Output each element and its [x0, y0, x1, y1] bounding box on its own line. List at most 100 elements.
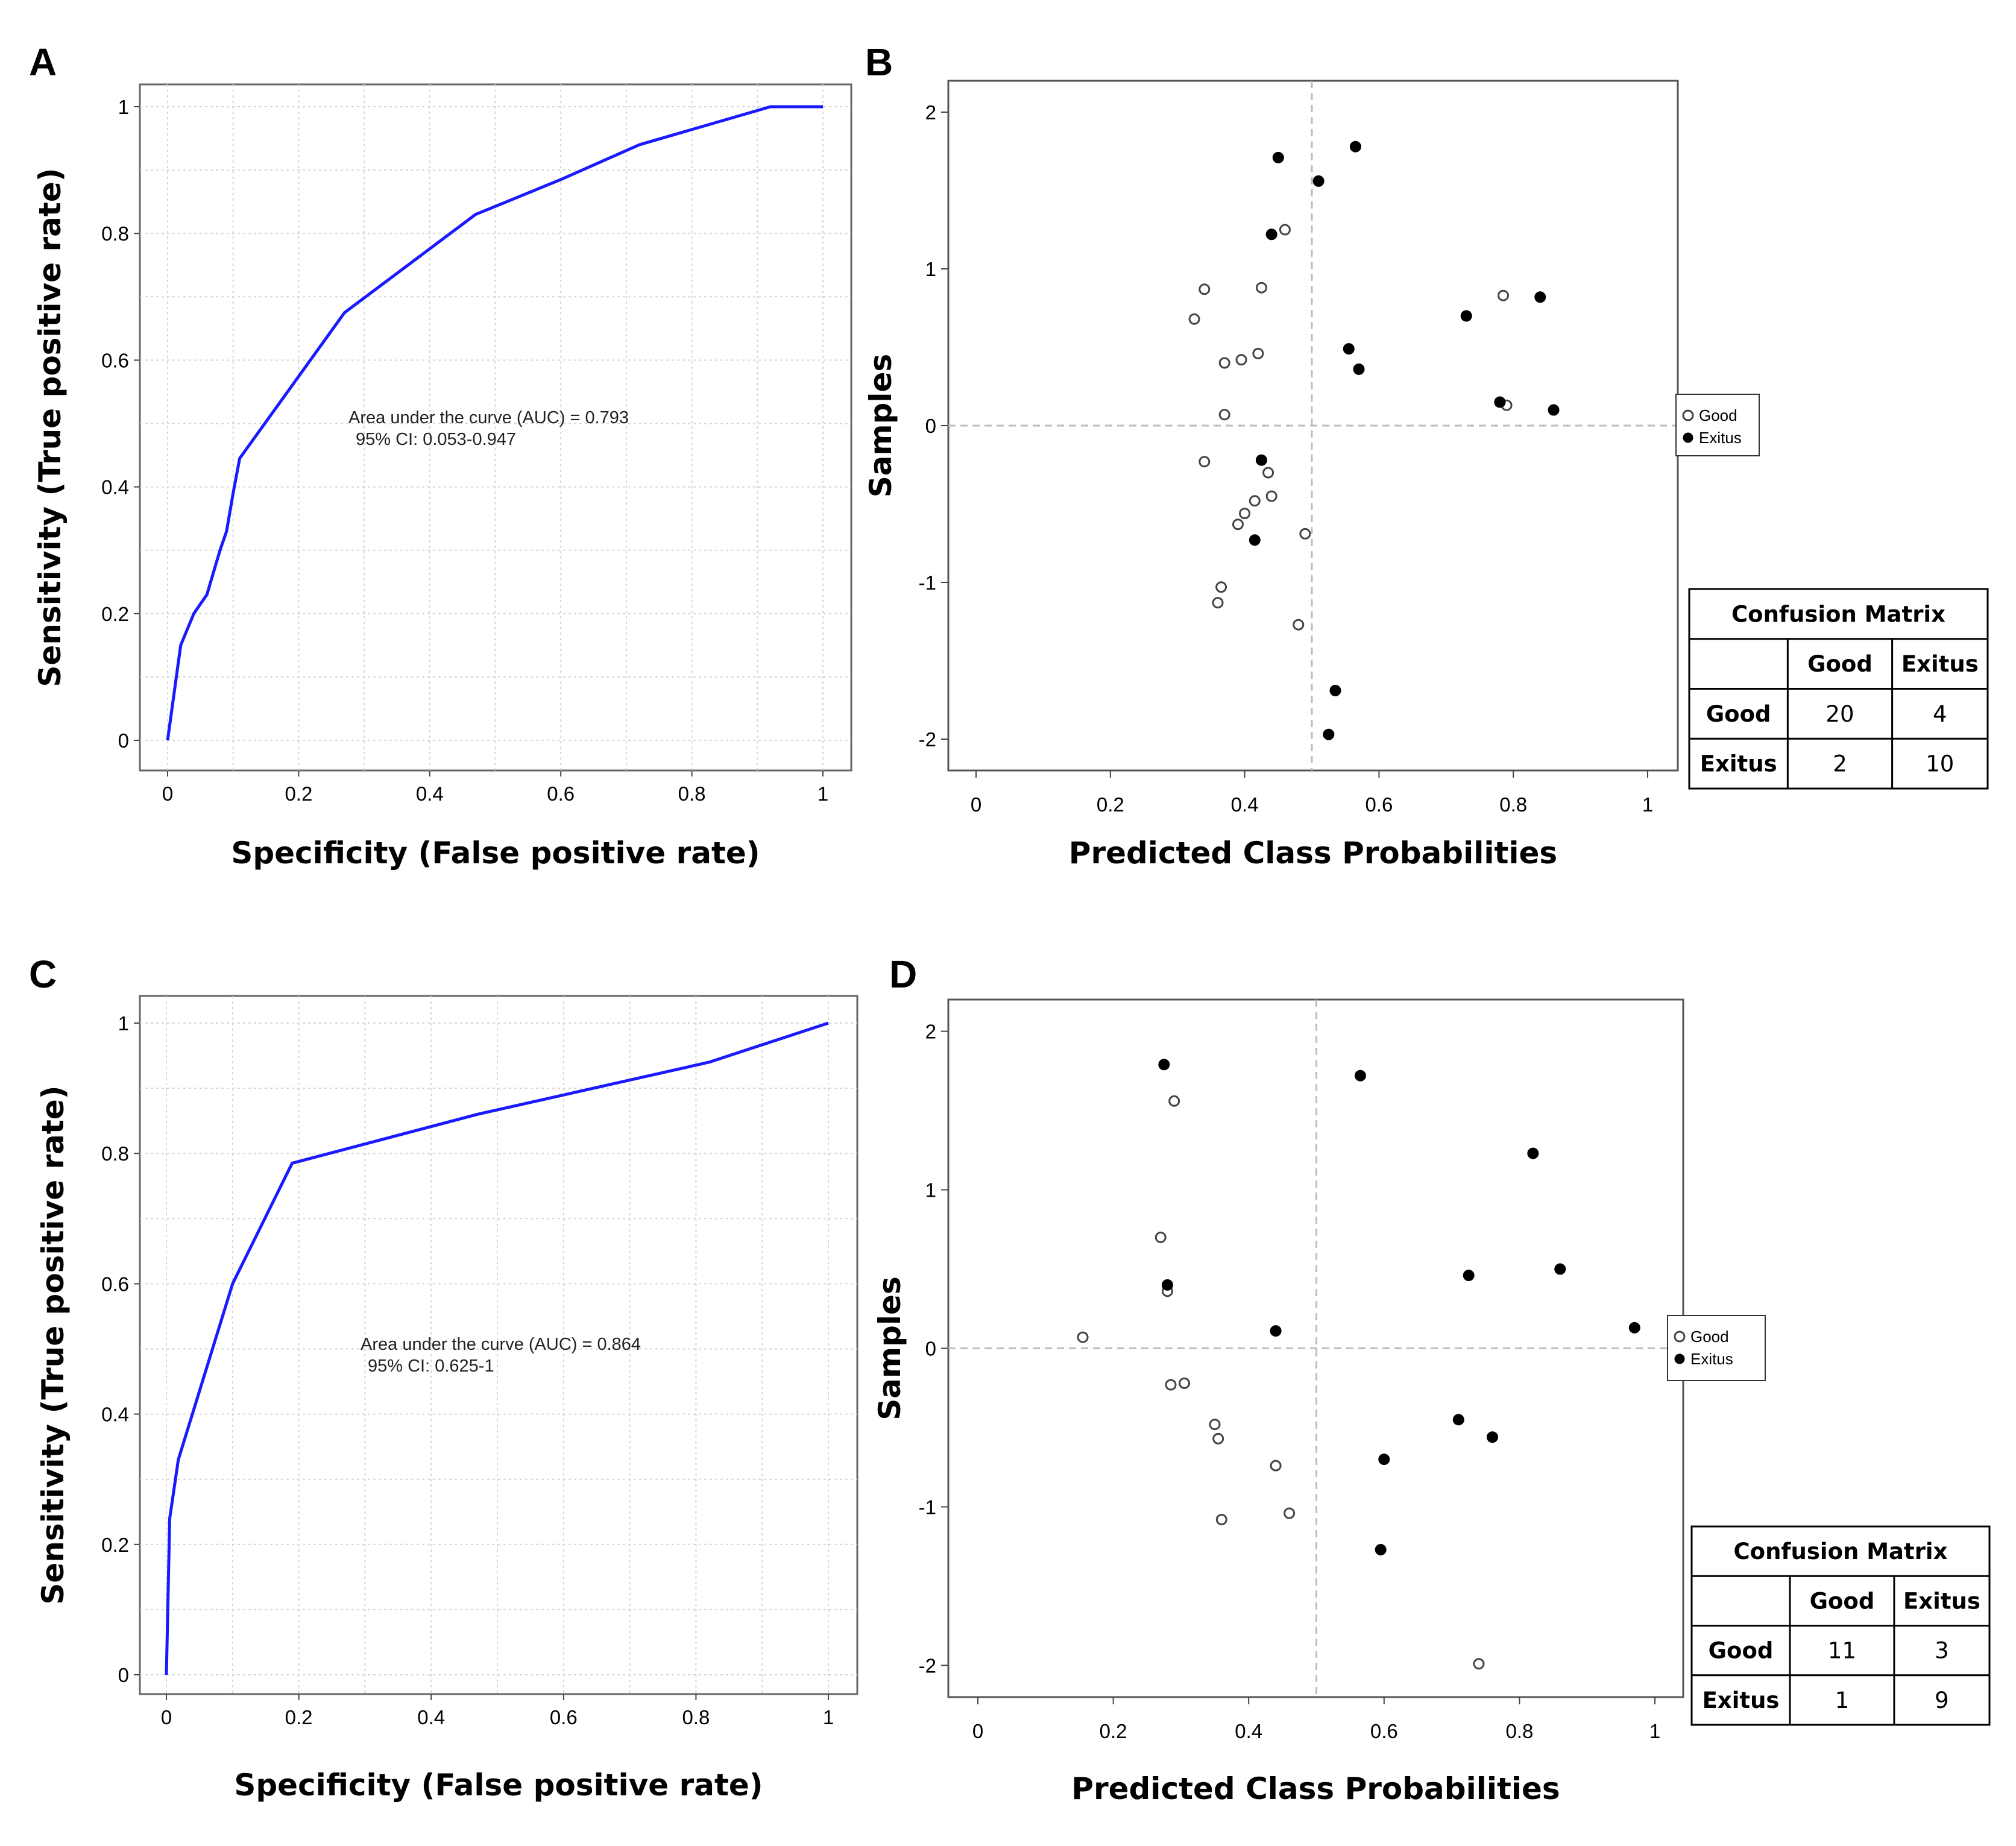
x-tick-label: 1: [1649, 1720, 1660, 1742]
y-tick-label: 1: [925, 258, 936, 280]
x-tick-label: 0.8: [678, 783, 706, 805]
x-tick-label: 0.4: [1235, 1720, 1262, 1742]
point-good: [1270, 1460, 1282, 1472]
table-row-header: Exitus: [1700, 751, 1777, 777]
table-row-header: Good: [1709, 1638, 1774, 1664]
point-exitus: [1329, 684, 1341, 696]
point-good: [1179, 1377, 1191, 1389]
x-tick-label: 0.2: [285, 1706, 313, 1728]
legend-marker-exitus: [1674, 1353, 1685, 1364]
panel-label-a: A: [29, 40, 57, 84]
point-exitus: [1249, 534, 1261, 546]
table-cell: 11: [1828, 1638, 1856, 1664]
point-exitus: [1349, 140, 1361, 153]
point-exitus: [1628, 1321, 1640, 1334]
point-good: [1168, 1095, 1180, 1107]
point-good: [1077, 1331, 1089, 1343]
table-col-header: Good: [1807, 651, 1873, 677]
legend-marker-exitus: [1683, 432, 1693, 443]
point-good: [1209, 1419, 1221, 1431]
table-title: Confusion Matrix: [1734, 1539, 1948, 1564]
auc-annotation: Area under the curve (AUC) = 0.864: [361, 1335, 641, 1354]
x-tick-label: 1: [817, 783, 828, 805]
point-exitus: [1527, 1147, 1539, 1159]
point-good: [1212, 597, 1224, 609]
point-exitus: [1378, 1454, 1390, 1466]
point-exitus: [1460, 310, 1472, 322]
y-axis-label: Samples: [863, 354, 898, 497]
x-tick-label: 0.2: [285, 783, 312, 805]
table-cell: 2: [1833, 751, 1847, 777]
x-axis-label: Predicted Class Probabilities: [1071, 1771, 1560, 1806]
point-good: [1239, 508, 1251, 520]
point-exitus: [1312, 175, 1325, 187]
point-exitus: [1272, 151, 1284, 163]
y-tick-label: 0.2: [101, 1534, 129, 1556]
panel-label-c: C: [29, 953, 57, 996]
point-good: [1473, 1658, 1485, 1670]
point-exitus: [1548, 404, 1560, 416]
point-good: [1265, 490, 1277, 502]
point-good: [1262, 467, 1274, 479]
y-tick-label: 0.8: [101, 1142, 129, 1165]
x-tick-label: 0.4: [1231, 793, 1259, 816]
panel-c-roc-chart: C 0 0.2 0.4 0.6 0.8 1 0 0.2 0.4 0.6 0.8 1 Area under …: [29, 953, 858, 1803]
x-tick-label: 0.2: [1100, 1720, 1127, 1742]
legend-marker-good: [1682, 409, 1694, 421]
point-good: [1249, 495, 1261, 507]
y-tick-label: -1: [919, 572, 936, 594]
point-good: [1255, 282, 1267, 294]
x-tick-label: 0.6: [550, 1706, 578, 1728]
x-tick-label: 0: [972, 1720, 983, 1742]
point-exitus: [1323, 728, 1335, 740]
point-good: [1218, 409, 1230, 421]
ci-annotation: 95% CI: 0.625-1: [368, 1356, 494, 1376]
y-tick-label: 0: [925, 415, 936, 437]
point-exitus: [1343, 343, 1355, 355]
y-axis-label: Sensitivity (True positive rate): [36, 1085, 71, 1604]
point-exitus: [1354, 1069, 1366, 1082]
table-col-header: Exitus: [1903, 1588, 1980, 1614]
table-row-header: Exitus: [1703, 1687, 1780, 1713]
plot-frame: [139, 995, 858, 1695]
point-exitus: [1158, 1059, 1170, 1071]
point-good: [1199, 283, 1211, 295]
table-cell: 1: [1835, 1687, 1850, 1713]
point-exitus: [1554, 1263, 1566, 1275]
point-exitus: [1486, 1431, 1498, 1443]
confusion-matrix-table: Confusion Matrix Good Exitus Good 11 3 Exitus 1…: [1690, 1525, 1991, 1726]
x-tick-label: 0.4: [416, 783, 444, 805]
point-good: [1252, 347, 1264, 359]
x-tick-label: 1: [823, 1706, 834, 1728]
legend-label-good: Good: [1690, 1328, 1729, 1346]
y-tick-label: 0: [118, 729, 129, 752]
y-axis-label: Samples: [872, 1276, 907, 1420]
roc-curve-line: [165, 1021, 829, 1675]
point-exitus: [1265, 228, 1277, 241]
y-tick-label: 2: [925, 101, 936, 124]
legend-label-good: Good: [1699, 406, 1737, 424]
table-title: Confusion Matrix: [1731, 601, 1945, 627]
table-cell: 20: [1825, 701, 1854, 727]
y-tick-label: 0.6: [101, 1273, 129, 1295]
x-tick-label: 1: [1642, 793, 1653, 816]
x-tick-label: 0.4: [417, 1706, 445, 1728]
point-exitus: [1353, 363, 1365, 375]
legend-label-exitus: Exitus: [1699, 429, 1742, 447]
point-good: [1299, 528, 1311, 540]
x-tick-label: 0: [161, 1706, 172, 1728]
point-good: [1293, 619, 1305, 631]
table-cell: 10: [1926, 751, 1954, 777]
legend-box: [1667, 1315, 1766, 1381]
panel-label-d: D: [889, 953, 917, 996]
x-tick-label: 0.2: [1097, 793, 1124, 816]
y-tick-label: 1: [118, 1012, 129, 1035]
y-tick-label: 2: [925, 1021, 936, 1043]
x-axis-label: Specificity (False positive rate): [231, 836, 760, 871]
roc-curve-line: [166, 105, 823, 741]
auc-annotation: Area under the curve (AUC) = 0.793: [348, 408, 629, 427]
table-row-header: Good: [1706, 701, 1771, 727]
y-tick-label: -2: [919, 1654, 936, 1677]
legend-marker-good: [1674, 1331, 1686, 1343]
